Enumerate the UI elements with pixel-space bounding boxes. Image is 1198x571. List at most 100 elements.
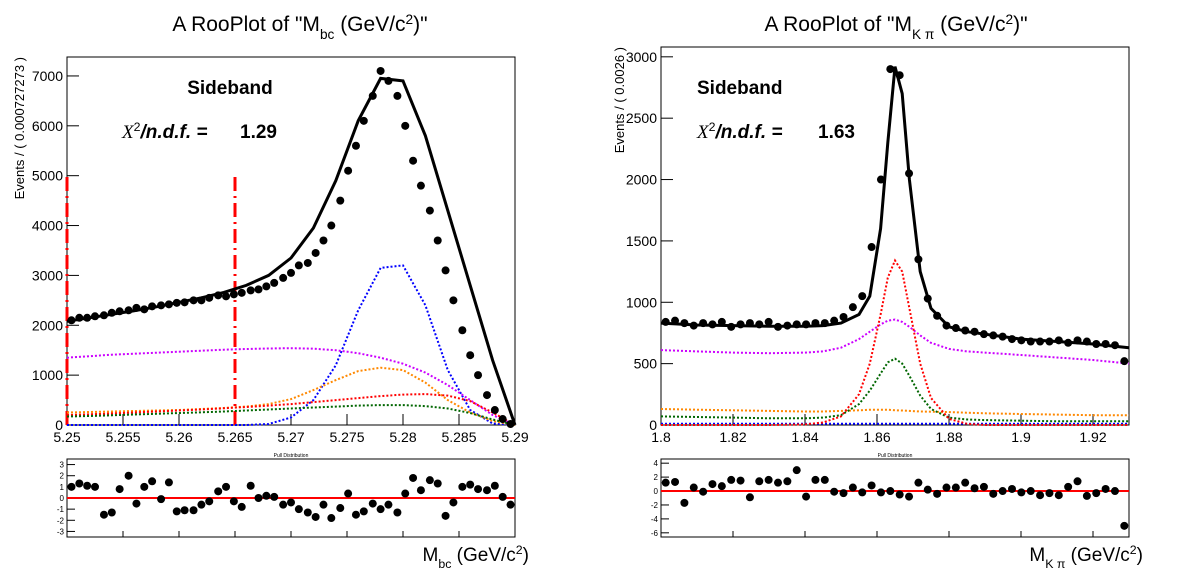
- pull-y-tick-label: 0: [654, 487, 659, 496]
- data-point: [189, 296, 198, 305]
- data-point: [449, 296, 458, 305]
- pull-point: [506, 500, 515, 509]
- pull-point: [157, 495, 166, 504]
- data-point: [416, 181, 425, 190]
- data-point: [998, 332, 1007, 341]
- text-part: ): [523, 545, 529, 566]
- text-part: bc: [320, 27, 335, 42]
- y-tick-label: 5000: [32, 168, 63, 184]
- x-tick-label: 5.27: [277, 429, 304, 445]
- pull-point: [294, 505, 303, 514]
- pull-point: [164, 478, 173, 487]
- pull-point: [783, 477, 792, 486]
- pull-point: [895, 490, 904, 499]
- pull-point: [792, 466, 801, 475]
- data-point: [270, 278, 279, 287]
- pull-point: [876, 488, 885, 497]
- annotation: Sideband: [697, 78, 783, 99]
- annotation: Sideband: [187, 78, 273, 99]
- data-point: [1120, 357, 1129, 366]
- data-point: [970, 327, 979, 336]
- data-point: [287, 268, 295, 277]
- pull-point: [1017, 488, 1026, 497]
- data-point: [1110, 341, 1119, 350]
- data-point: [344, 166, 353, 175]
- pull-point: [336, 504, 345, 513]
- pull-point: [351, 510, 360, 519]
- pull-point: [951, 483, 960, 492]
- pull-point: [214, 487, 223, 496]
- y-tick-label: 0: [649, 417, 657, 433]
- pull-point: [979, 482, 988, 491]
- data-point: [327, 221, 336, 230]
- data-point: [336, 196, 345, 205]
- text-part: ): [1137, 545, 1143, 566]
- pull-point: [458, 482, 467, 491]
- text-part: (GeV/c: [1065, 545, 1129, 566]
- pull-point: [1073, 477, 1082, 486]
- data-point: [820, 319, 829, 328]
- pull-point: [671, 477, 680, 486]
- text-part: M: [1029, 545, 1045, 566]
- chart-title: A RooPlot of "MK π (GeV/c2)": [764, 12, 1027, 42]
- data-point: [490, 406, 499, 415]
- data-point: [1008, 335, 1016, 344]
- data-point: [1092, 340, 1101, 348]
- pull-title: Pull Distribution: [274, 453, 309, 459]
- pull-y-tick-label: -2: [57, 516, 65, 525]
- pull-point: [466, 480, 475, 489]
- fit-curve: [660, 318, 1130, 365]
- data-point: [401, 121, 410, 130]
- text-part: 2: [1005, 12, 1013, 27]
- data-point: [755, 320, 764, 329]
- data-point: [867, 243, 876, 252]
- data-point: [989, 331, 998, 340]
- text-part: X: [696, 122, 710, 143]
- data-point: [923, 294, 932, 303]
- text-part: )": [413, 13, 427, 36]
- pull-point: [359, 507, 368, 516]
- data-point: [483, 391, 491, 400]
- y-tick-label: 3000: [32, 267, 63, 283]
- pull-point: [115, 485, 124, 494]
- data-point: [727, 322, 736, 331]
- pull-point: [998, 487, 1007, 496]
- x-tick-label: 5.28: [389, 429, 416, 445]
- fit-label: X2/n.d.f. =: [121, 120, 208, 143]
- data-point: [699, 319, 708, 328]
- pull-point: [401, 489, 410, 498]
- pull-y-tick-label: 1: [60, 483, 65, 492]
- y-axis-label: Events / ( 0.0026 ): [612, 47, 627, 153]
- text-part: M: [423, 545, 439, 566]
- data-point: [172, 298, 181, 307]
- data-point: [205, 293, 214, 302]
- text-part: K π: [912, 27, 934, 42]
- pull-point: [1054, 491, 1063, 500]
- data-point: [107, 308, 116, 317]
- pull-point: [858, 488, 867, 497]
- text-part: 2: [709, 120, 716, 134]
- data-point: [115, 307, 124, 316]
- data-point: [474, 371, 483, 380]
- y-tick-label: 500: [634, 356, 658, 372]
- x-axis-label: MK π (GeV/c2): [1029, 543, 1143, 571]
- data-point: [506, 420, 515, 429]
- data-point: [1073, 336, 1082, 345]
- pull-point: [319, 500, 328, 509]
- pull-point: [246, 481, 255, 490]
- data-point: [839, 313, 848, 321]
- data-point: [124, 306, 133, 315]
- pull-point: [205, 497, 214, 506]
- y-tick-label: 2000: [626, 172, 657, 188]
- pull-point: [107, 508, 116, 517]
- y-tick-label: 4000: [32, 218, 63, 234]
- y-tick-label: 7000: [32, 68, 63, 84]
- pull-point: [961, 478, 970, 487]
- x-axis-label: Mbc (GeV/c2): [423, 543, 529, 571]
- data-point: [933, 311, 942, 320]
- data-point: [736, 320, 745, 329]
- pull-y-tick-label: 3: [60, 461, 65, 470]
- pull-point: [755, 477, 764, 486]
- pull-point: [1064, 482, 1073, 491]
- y-tick-label: 0: [55, 417, 63, 433]
